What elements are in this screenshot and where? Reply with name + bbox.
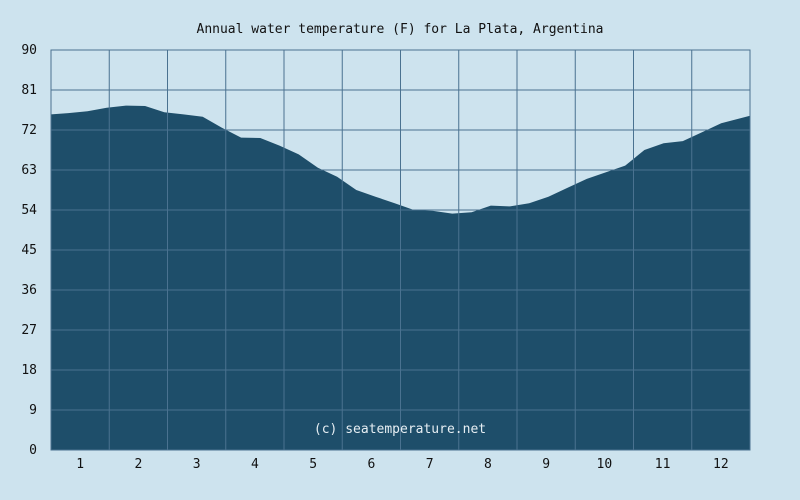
chart-title: Annual water temperature (F) for La Plat… bbox=[197, 22, 604, 37]
y-tick-label: 27 bbox=[21, 323, 37, 338]
x-tick-label: 5 bbox=[309, 457, 317, 472]
y-tick-label: 0 bbox=[29, 443, 37, 458]
x-tick-label: 6 bbox=[367, 457, 375, 472]
y-tick-label: 45 bbox=[21, 243, 37, 258]
y-tick-label: 81 bbox=[21, 83, 37, 98]
x-tick-label: 9 bbox=[542, 457, 550, 472]
y-tick-label: 54 bbox=[21, 203, 37, 218]
plot-frame bbox=[50, 49, 751, 451]
x-tick-labels: 1 2 3 4 5 6 7 8 9 10 11 12 bbox=[76, 457, 728, 472]
y-tick-labels: 0 9 18 27 36 45 54 63 72 81 90 bbox=[21, 43, 37, 458]
y-tick-label: 90 bbox=[21, 43, 37, 58]
x-tick-label: 10 bbox=[597, 457, 613, 472]
x-tick-label: 8 bbox=[484, 457, 492, 472]
x-tick-label: 4 bbox=[251, 457, 259, 472]
x-tick-label: 11 bbox=[655, 457, 671, 472]
y-tick-label: 9 bbox=[29, 403, 37, 418]
x-tick-label: 3 bbox=[193, 457, 201, 472]
y-tick-label: 36 bbox=[21, 283, 37, 298]
y-tick-label: 18 bbox=[21, 363, 37, 378]
watermark: (c) seatemperature.net bbox=[314, 422, 486, 437]
y-tick-label: 63 bbox=[21, 163, 37, 178]
x-tick-label: 2 bbox=[134, 457, 142, 472]
x-tick-label: 7 bbox=[426, 457, 434, 472]
y-tick-label: 72 bbox=[21, 123, 37, 138]
x-tick-label: 12 bbox=[713, 457, 729, 472]
x-tick-label: 1 bbox=[76, 457, 84, 472]
